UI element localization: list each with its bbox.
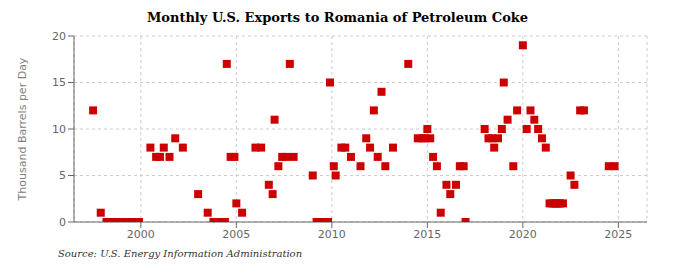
html-text:Source: U.S. Energy Informatio: Source: U.S. Energy Information Administ… — [58, 248, 303, 259]
svg-text:20: 20 — [52, 30, 66, 43]
html-text:Monthly U.S. Exports to Romani: Monthly U.S. Exports to Romania of Petro… — [146, 10, 529, 25]
svg-text:15: 15 — [52, 76, 66, 89]
svg-text:2015: 2015 — [413, 228, 441, 241]
svg-text:2010: 2010 — [318, 228, 346, 241]
svg-text:2000: 2000 — [127, 228, 155, 241]
svg-text:2025: 2025 — [604, 228, 632, 241]
svg-text:Thousand Barrels per Day: Thousand Barrels per Day — [16, 57, 29, 201]
svg-text:5: 5 — [59, 169, 66, 182]
svg-text:10: 10 — [52, 123, 66, 136]
svg-text:0: 0 — [59, 216, 66, 229]
svg-text:2005: 2005 — [222, 228, 250, 241]
svg-text:2020: 2020 — [509, 228, 537, 241]
